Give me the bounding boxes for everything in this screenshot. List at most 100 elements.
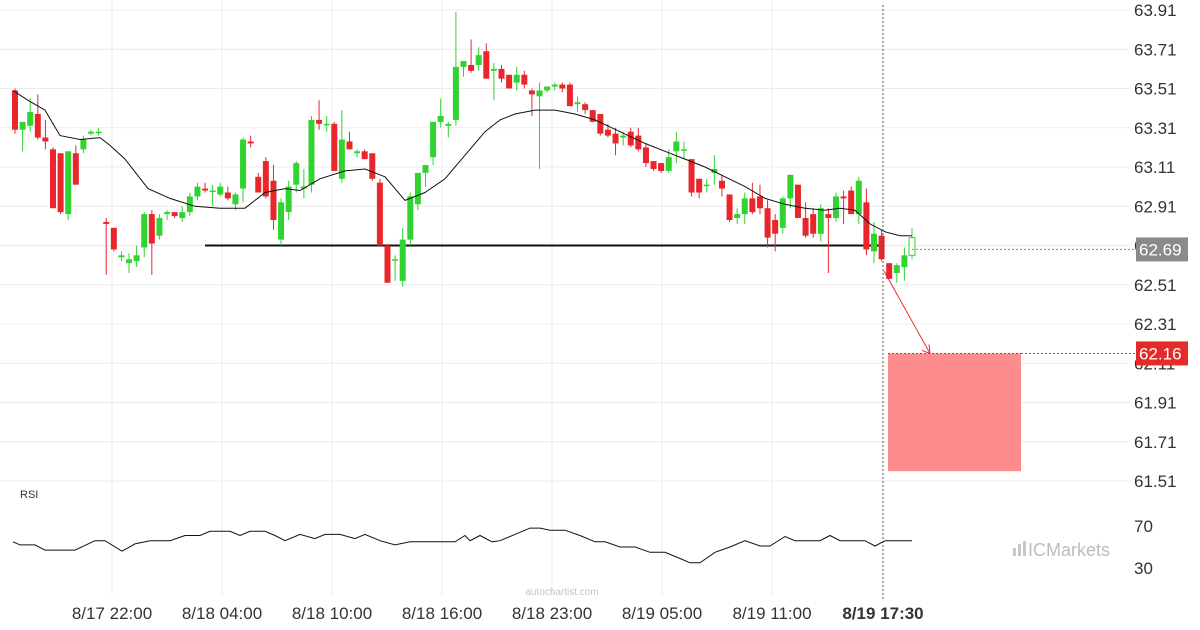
grid-lines	[0, 0, 1130, 595]
candle-body	[12, 90, 18, 130]
candle-body	[749, 198, 756, 213]
time-tick-label: 8/18 16:00	[402, 604, 482, 623]
candle-body	[300, 186, 307, 189]
rsi-line	[12, 527, 912, 564]
candle-body	[323, 123, 330, 126]
candle-body	[224, 192, 231, 199]
candle-body	[551, 84, 558, 87]
candle-body	[893, 265, 900, 273]
candle-body	[369, 153, 376, 179]
logo-bar-1	[1013, 548, 1016, 556]
candle-body	[460, 61, 467, 67]
candle-body	[536, 90, 543, 97]
candle-body	[72, 153, 79, 185]
candle-body	[718, 180, 725, 189]
candle-body	[247, 141, 254, 144]
candle-body	[635, 135, 642, 150]
price-tick-label: 61.91	[1134, 394, 1177, 413]
candle-body	[445, 123, 452, 126]
candle-body	[346, 141, 353, 150]
candle-body	[604, 129, 611, 136]
candle-body	[262, 161, 269, 197]
brand-markets: Markets	[1046, 540, 1110, 560]
candle-body	[88, 131, 95, 134]
price-tick-label: 63.71	[1134, 40, 1177, 59]
candle-body	[110, 227, 117, 250]
price-tick-label: 63.31	[1134, 119, 1177, 138]
candle-body	[95, 131, 102, 134]
candle-body	[627, 131, 634, 146]
current-price-tag	[1136, 237, 1188, 262]
candle-body	[468, 64, 475, 71]
candle-body	[673, 141, 680, 152]
brand-logo: ICMarkets	[1013, 540, 1110, 560]
candle-body	[498, 68, 505, 79]
candle-body	[414, 172, 421, 205]
price-tags: 62.69 62.16	[888, 237, 1188, 366]
candle-body	[209, 190, 216, 193]
rsi-panel: RSI 70 30	[12, 489, 1153, 578]
rsi-label: RSI	[20, 489, 38, 501]
candle-body	[620, 135, 627, 138]
candle-body	[57, 153, 64, 213]
candle-body	[293, 163, 300, 185]
candle-body	[886, 263, 893, 279]
rsi-tick-label: 70	[1134, 517, 1153, 536]
candle-body	[361, 151, 368, 160]
candle-body	[126, 259, 133, 264]
price-tick-label: 63.11	[1134, 158, 1175, 177]
candle-body	[711, 168, 718, 173]
target-zone	[888, 353, 1021, 472]
candle-body	[688, 159, 695, 193]
candle-body	[855, 180, 862, 215]
candle-body	[331, 123, 338, 171]
rsi-tick-label: 30	[1134, 559, 1153, 578]
forecast-arrow-line	[883, 270, 931, 354]
candle-body	[179, 212, 186, 219]
candle-body	[103, 221, 110, 224]
price-tick-label: 61.71	[1134, 433, 1177, 452]
candle-body	[399, 239, 406, 281]
candle-body	[589, 110, 596, 122]
candle-body	[840, 196, 847, 199]
price-tick-label: 62.31	[1134, 315, 1177, 334]
candle-body	[80, 139, 87, 150]
candle-body	[528, 90, 535, 95]
price-tick-label: 63.51	[1134, 80, 1177, 99]
candle-body	[680, 149, 687, 151]
candle-body	[42, 137, 49, 142]
candle-body	[171, 212, 178, 217]
candle-body	[490, 68, 497, 71]
candle-body	[194, 186, 201, 197]
candlesticks	[12, 11, 916, 287]
candle-body	[802, 218, 809, 236]
candle-body	[308, 119, 315, 185]
candle-body	[285, 186, 292, 213]
candle-body	[384, 245, 391, 283]
price-tick-label: 61.51	[1134, 472, 1177, 491]
candle-body	[612, 133, 619, 144]
price-tick-label: 62.51	[1134, 276, 1177, 295]
target-zone-rect	[888, 353, 1021, 472]
time-axis: 8/17 22:00 8/18 04:00 8/18 10:00 8/18 16:00…	[72, 604, 924, 623]
candle-body	[27, 112, 34, 126]
candle-body	[764, 208, 771, 238]
brand-ic: IC	[1028, 540, 1046, 560]
candle-body	[164, 212, 171, 215]
logo-bar-3	[1023, 541, 1026, 556]
candle-body	[574, 102, 581, 105]
candle-body	[878, 235, 885, 260]
time-tick-label: 8/18 23:00	[512, 604, 592, 623]
candle-body	[34, 114, 41, 138]
candle-body	[483, 51, 490, 79]
time-tick-label: 8/19 11:00	[732, 604, 811, 623]
candle-body	[734, 214, 741, 219]
candle-body	[376, 182, 383, 246]
candle-body	[848, 190, 855, 215]
candle-body	[437, 115, 444, 122]
candle-body	[202, 188, 209, 191]
candle-body	[19, 121, 26, 130]
candle-body	[148, 214, 155, 244]
candle-body	[870, 233, 877, 252]
